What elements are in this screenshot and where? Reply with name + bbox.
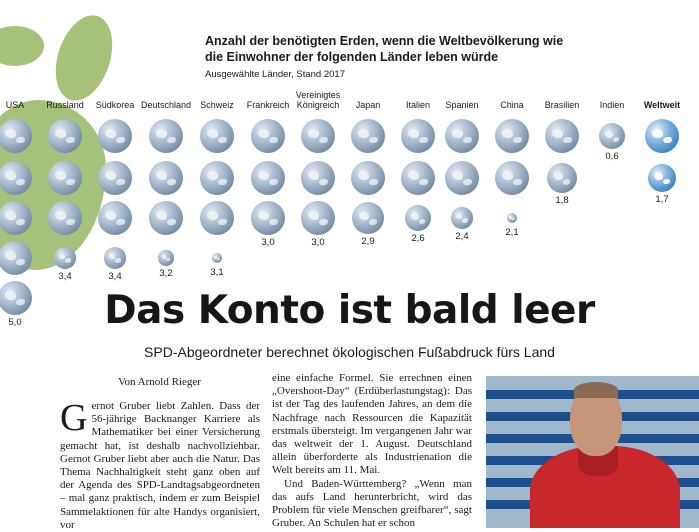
earth-globe-icon xyxy=(301,201,335,235)
earth-globe-icon xyxy=(0,119,32,153)
portrait-photo xyxy=(486,376,699,528)
country-label: Vereinigtes Königreich xyxy=(295,90,341,110)
earths-value-label: 3,0 xyxy=(311,237,325,248)
earth-globe-partial-icon xyxy=(598,122,626,150)
country-label: Indien xyxy=(599,100,625,110)
earths-value-label: 0,6 xyxy=(605,151,619,163)
earth-globe-icon xyxy=(301,119,335,153)
earth-globe-icon xyxy=(401,119,435,153)
country-label: Schweiz xyxy=(200,100,234,110)
infographic-title: Anzahl der benötigten Erden, wenn die We… xyxy=(205,34,564,64)
person-hair xyxy=(574,382,618,398)
earths-value-label: 3,0 xyxy=(261,237,275,248)
earth-globe-icon xyxy=(48,201,82,235)
earths-value-label: 2,9 xyxy=(361,236,375,248)
country-label: Frankreich xyxy=(246,100,290,110)
headline: Das Konto ist bald leer xyxy=(104,288,595,333)
earth-globe-icon xyxy=(0,201,32,235)
earth-globe-icon xyxy=(149,119,183,153)
earth-globe-icon xyxy=(200,161,234,195)
country-label: Italien xyxy=(405,100,431,110)
earth-globe-icon xyxy=(351,161,385,195)
earth-globe-partial-icon xyxy=(54,247,76,269)
earth-globe-icon xyxy=(149,161,183,195)
earth-globe-partial-icon xyxy=(104,247,126,269)
article-paragraph: eine einfache Formel. Sie errechnen eine… xyxy=(272,372,472,477)
earths-value-label: 1,7 xyxy=(655,194,669,206)
earth-globe-partial-icon xyxy=(647,163,677,193)
earth-globe-icon xyxy=(401,161,435,195)
earth-globe-icon xyxy=(251,161,285,195)
earths-value-label: 2,1 xyxy=(505,227,519,238)
byline: Von Arnold Rieger xyxy=(118,376,201,388)
earth-globe-icon xyxy=(200,201,234,235)
earth-globe-partial-icon xyxy=(546,162,578,194)
earth-globe-icon xyxy=(98,119,132,153)
earth-globe-icon xyxy=(645,119,679,153)
earth-globe-icon xyxy=(351,119,385,153)
country-label: Weltweit xyxy=(643,100,681,110)
earth-globe-partial-icon xyxy=(211,252,223,264)
earths-value-label: 5,0 xyxy=(8,317,22,328)
earth-globe-icon xyxy=(251,119,285,153)
earth-globe-icon xyxy=(545,119,579,153)
earth-globe-icon xyxy=(495,161,529,195)
earth-globe-partial-icon xyxy=(404,204,432,232)
earth-globe-partial-icon xyxy=(351,201,385,235)
country-label: Spanien xyxy=(445,100,479,110)
earth-globe-icon xyxy=(98,161,132,195)
earth-globe-icon xyxy=(445,119,479,153)
earth-globe-icon xyxy=(251,201,285,235)
article-column-2: eine einfache Formel. Sie errechnen eine… xyxy=(272,372,472,530)
country-label: Japan xyxy=(355,100,381,110)
earths-value-label: 3,4 xyxy=(108,270,122,282)
article-paragraph: Und Baden-Württemberg? „Wenn man das auf… xyxy=(272,477,472,530)
earth-globe-partial-icon xyxy=(451,207,473,229)
country-label: Russland xyxy=(46,100,84,110)
country-label: Südkorea xyxy=(95,100,135,110)
earth-globe-icon xyxy=(0,241,32,275)
country-label: China xyxy=(500,100,524,110)
earths-value-label: 2,4 xyxy=(455,230,469,242)
earth-globe-icon xyxy=(0,281,32,315)
earth-globe-icon xyxy=(301,161,335,195)
green-blob-decoration xyxy=(0,26,44,66)
earth-globe-partial-icon xyxy=(158,250,174,266)
infographic-subtitle: Ausgewählte Länder, Stand 2017 xyxy=(205,69,345,80)
earth-globe-icon xyxy=(445,161,479,195)
earth-globe-icon xyxy=(495,119,529,153)
earths-value-label: 2,6 xyxy=(411,233,425,245)
earths-value-label: 3,4 xyxy=(58,270,72,282)
earths-value-label: 3,1 xyxy=(210,267,224,278)
country-label: USA xyxy=(5,100,25,110)
country-label: Deutschland xyxy=(140,100,192,110)
earth-globe-icon xyxy=(48,119,82,153)
earth-globe-icon xyxy=(98,201,132,235)
subheadline: SPD-Abgeordneter berechnet ökologischen … xyxy=(144,344,555,360)
earth-globe-icon xyxy=(149,201,183,235)
earth-globe-icon xyxy=(48,161,82,195)
drop-cap: G xyxy=(60,397,88,439)
earth-globe-partial-icon xyxy=(506,212,518,224)
earths-value-label: 1,8 xyxy=(555,195,569,207)
green-blob-decoration xyxy=(45,8,123,108)
earth-globe-icon xyxy=(200,119,234,153)
earth-globe-icon xyxy=(0,161,32,195)
earths-value-label: 3,2 xyxy=(159,267,173,279)
country-label: Brasilien xyxy=(544,100,580,110)
